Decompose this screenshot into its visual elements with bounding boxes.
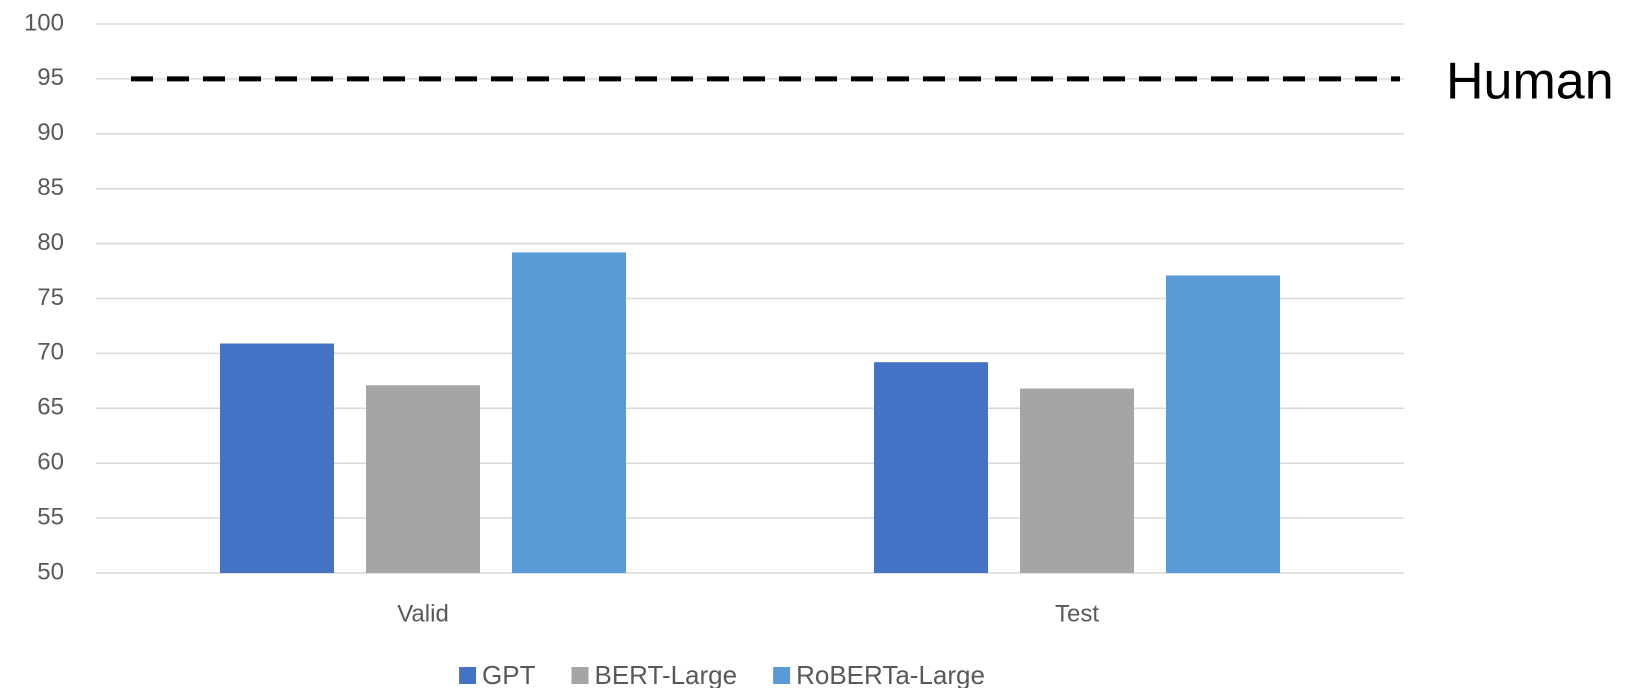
legend-swatch (773, 667, 791, 684)
legend-label: RoBERTa-Large (796, 660, 985, 688)
legend-swatch (571, 667, 589, 684)
y-tick-label: 55 (37, 503, 64, 530)
y-tick-label: 65 (37, 394, 64, 421)
y-tick-label: 100 (24, 9, 64, 36)
bar (220, 343, 334, 573)
y-tick-label: 50 (37, 558, 64, 585)
legend-swatch (459, 667, 477, 684)
bar (366, 385, 480, 573)
x-tick-label: Valid (397, 600, 449, 627)
y-tick-label: 60 (37, 449, 64, 476)
legend-label: BERT-Large (595, 660, 738, 688)
y-tick-label: 85 (37, 174, 64, 201)
y-tick-label: 70 (37, 339, 64, 366)
reference-label: Human (1446, 53, 1614, 111)
y-tick-label: 80 (37, 229, 64, 256)
y-tick-label: 75 (37, 284, 64, 311)
bar (874, 362, 988, 573)
y-tick-label: 95 (37, 64, 64, 91)
x-tick-label: Test (1055, 600, 1099, 627)
bar (1020, 388, 1134, 573)
bar (512, 252, 626, 573)
bar (1166, 275, 1280, 573)
legend-label: GPT (482, 660, 536, 688)
y-tick-label: 90 (37, 119, 64, 146)
